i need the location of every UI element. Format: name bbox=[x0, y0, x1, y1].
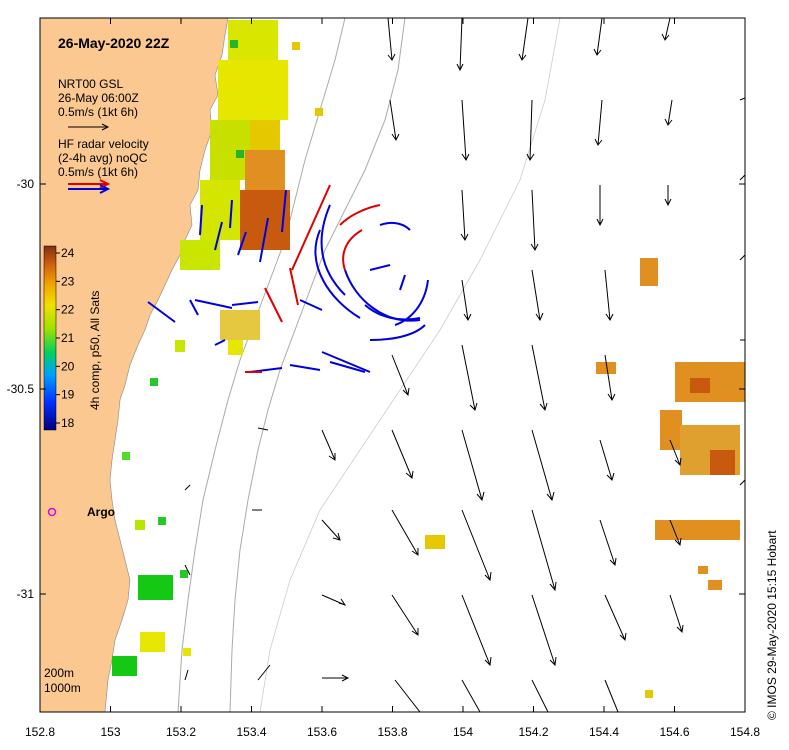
x-tick-label: 153.4 bbox=[236, 725, 266, 739]
depth-label-1000m: 1000m bbox=[44, 681, 81, 695]
depth-label-200m: 200m bbox=[44, 666, 74, 680]
colorbar-label: 4h comp, p50, All Sats bbox=[88, 291, 102, 410]
x-tick-label: 154.2 bbox=[518, 725, 548, 739]
colorbar-tick-label: 23 bbox=[61, 274, 75, 288]
colorbar-tick-label: 18 bbox=[61, 416, 75, 430]
x-axis-ticks: 152.8 153 153.2 153.4 153.6 153.8 154 154.2 154.… bbox=[25, 18, 760, 739]
y-tick-label: -30 bbox=[17, 177, 35, 191]
x-tick-label: 154.6 bbox=[659, 725, 689, 739]
x-tick-label: 153.8 bbox=[377, 725, 407, 739]
legend-radar-line2: (2-4h avg) noQC bbox=[58, 151, 148, 165]
legend-radar-arrows bbox=[68, 179, 111, 194]
legend-radar-line3: 0.5m/s (1kt 6h) bbox=[58, 165, 138, 179]
y-tick-label: -30.5 bbox=[7, 382, 35, 396]
colorbar-ticks: 24 23 22 21 20 19 18 bbox=[56, 246, 75, 430]
y-axis-ticks: -30 -30.5 -31 bbox=[7, 177, 745, 601]
legend-radar-line1: HF radar velocity bbox=[58, 137, 149, 151]
x-tick-label: 154.4 bbox=[589, 725, 619, 739]
colorbar-tick-label: 24 bbox=[61, 246, 75, 260]
isobath-1000m bbox=[229, 18, 406, 712]
sst-pixels bbox=[112, 20, 745, 698]
radar-arrows-red bbox=[245, 184, 381, 373]
argo-label: Argo bbox=[87, 505, 115, 519]
credit-text: © IMOS 29-May-2020 15:15 Hobart bbox=[765, 530, 779, 720]
x-tick-label: 153 bbox=[100, 725, 120, 739]
legend-model-arrow bbox=[68, 123, 110, 131]
x-tick-label: 154.8 bbox=[730, 725, 760, 739]
x-tick-label: 153.6 bbox=[307, 725, 337, 739]
x-tick-label: 154 bbox=[453, 725, 473, 739]
map-title: 26-May-2020 22Z bbox=[58, 35, 170, 51]
legend-model-line2: 26-May 06:00Z bbox=[58, 91, 139, 105]
argo-marker bbox=[47, 507, 57, 517]
colorbar-tick-label: 21 bbox=[61, 331, 75, 345]
radar-arrows-blue bbox=[147, 189, 429, 373]
y-tick-label: -31 bbox=[17, 587, 35, 601]
legend-model-line1: NRT00 GSL bbox=[58, 77, 123, 91]
colorbar-tick-label: 20 bbox=[61, 359, 75, 373]
colorbar-tick-label: 22 bbox=[61, 303, 75, 317]
x-tick-label: 152.8 bbox=[25, 725, 55, 739]
isobath-3000m bbox=[259, 18, 561, 712]
colorbar bbox=[43, 245, 57, 431]
x-tick-label: 153.2 bbox=[166, 725, 196, 739]
legend-model-line3: 0.5m/s (1kt 6h) bbox=[58, 105, 138, 119]
colorbar-tick-label: 19 bbox=[61, 388, 75, 402]
model-current-arrows bbox=[184, 18, 745, 712]
